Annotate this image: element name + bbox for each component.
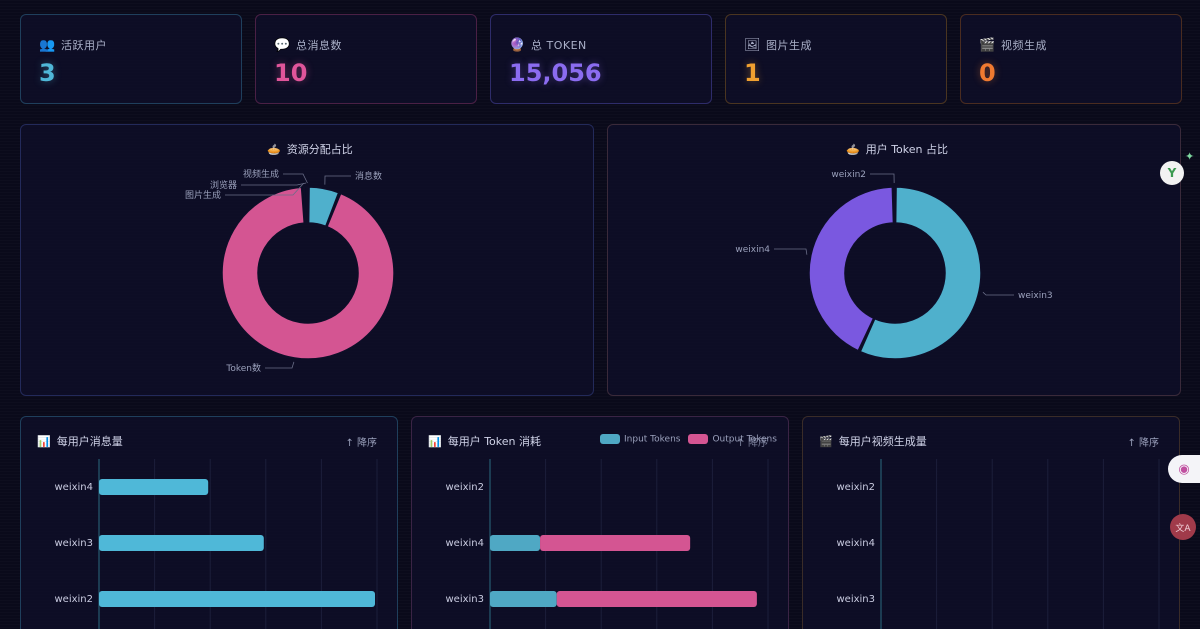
translate-icon: 文A (1175, 523, 1191, 534)
chart-legend: Input Tokens Output Tokens (600, 434, 777, 445)
category-label: weixin2 (54, 594, 93, 605)
slice-label: weixin3 (1018, 291, 1053, 301)
stat-value: 10 (274, 59, 308, 87)
assistant-icon: Y (1167, 166, 1177, 180)
label-leader-line (982, 291, 1014, 296)
category-label: weixin4 (54, 482, 93, 493)
pie-icon: 🥧 (846, 142, 860, 156)
panel-title: 📊 每用户 Token 消耗 (428, 433, 541, 449)
category-label: weixin4 (445, 538, 484, 549)
stat-value: 1 (744, 59, 761, 87)
brain-extension-button[interactable]: ◉ (1168, 455, 1200, 483)
pie-icon: 🥧 (267, 142, 281, 156)
slice-label: 浏览器 (210, 179, 237, 191)
donut-slice-weixin3[interactable] (859, 186, 982, 360)
bar[interactable] (99, 479, 209, 495)
category-label: weixin2 (836, 482, 875, 493)
stat-card-total-token: 🔮 总 TOKEN 15,056 (490, 14, 712, 104)
stat-label: 总消息数 (296, 39, 342, 52)
sort-desc-button[interactable]: ↑ 降序 (1127, 438, 1159, 449)
legend-item-output[interactable]: Output Tokens (688, 434, 777, 445)
bar-chart-icon: 📊 (428, 434, 442, 448)
panel-title: 🥧 用户 Token 占比 (846, 141, 948, 157)
bar-segment-input-tokens[interactable] (490, 591, 557, 607)
slice-label: weixin4 (735, 245, 770, 255)
crystal-ball-icon: 🔮 (509, 37, 526, 53)
label-leader-line (324, 175, 351, 185)
donut-slice-浏览器[interactable] (305, 186, 309, 224)
bar[interactable] (99, 535, 264, 551)
panel-title-text: 资源分配占比 (286, 143, 353, 156)
bar-segment-output-tokens[interactable] (540, 535, 691, 551)
slice-label: 视频生成 (243, 168, 279, 180)
bar[interactable] (99, 591, 375, 607)
image-icon: 🖼 (744, 37, 762, 53)
stat-label: 图片生成 (766, 39, 812, 52)
stat-value: 0 (979, 59, 996, 87)
category-label: weixin3 (836, 594, 875, 605)
panel-title-text: 每用户视频生成量 (838, 435, 927, 448)
panel-title-text: 每用户 Token 消耗 (447, 435, 541, 448)
users-icon: 👥 (39, 37, 56, 53)
resource-share-panel: 🥧 资源分配占比 消息数 Token数 图片生成 浏览器 视频生成 (20, 124, 594, 396)
bar-segment-input-tokens[interactable] (490, 535, 541, 551)
label-leader-line (774, 248, 808, 255)
bar-segment-output-tokens[interactable] (556, 591, 757, 607)
messages-bar-chart: weixin4 weixin3 weixin2 (54, 459, 378, 629)
panel-title-text: 每用户消息量 (56, 435, 123, 448)
slice-label: Token数 (225, 362, 261, 374)
label-leader-line (225, 182, 305, 196)
assistant-extension-button[interactable]: Y (1160, 161, 1184, 185)
category-label: weixin3 (445, 594, 484, 605)
legend-item-input[interactable]: Input Tokens (600, 434, 680, 445)
label-leader-line (283, 173, 308, 184)
panel-title: 🎬 每用户视频生成量 (819, 433, 927, 449)
user-token-donut-chart: weixin3 weixin4 weixin2 (735, 170, 1053, 360)
bar-chart-icon: 📊 (37, 434, 51, 448)
donut-slice-图片生成[interactable] (302, 186, 307, 224)
messages-per-user-panel: 📊 每用户消息量 ↑ 降序 weixin4 weixin3 weixin2 (20, 416, 398, 629)
stat-card-image-gen: 🖼 图片生成 1 (725, 14, 947, 104)
label-leader-line (265, 361, 295, 369)
tokens-per-user-panel: 📊 每用户 Token 消耗 Input Tokens Output Token… (411, 416, 789, 629)
sparkle-icon: ✦ (1185, 150, 1195, 163)
label-leader-line (870, 173, 895, 184)
user-token-share-panel: 🥧 用户 Token 占比 weixin3 weixin4 weixin2 (607, 124, 1181, 396)
slice-label: 图片生成 (185, 189, 221, 201)
sort-desc-button[interactable]: ↑ 降序 (736, 438, 768, 449)
panel-title-text: 用户 Token 占比 (865, 143, 948, 156)
category-label: weixin4 (836, 538, 875, 549)
category-label: weixin2 (445, 482, 484, 493)
label-leader-line (241, 182, 307, 186)
stat-label: 总 TOKEN (531, 39, 587, 52)
tokens-bar-chart: weixin2 weixin4 weixin3 (445, 459, 769, 629)
stat-card-video-gen: 🎬 视频生成 0 (960, 14, 1182, 104)
message-icon: 💬 (274, 37, 291, 53)
slice-label: 消息数 (355, 170, 382, 182)
sort-desc-button[interactable]: ↑ 降序 (345, 438, 377, 449)
stat-value: 15,056 (509, 59, 602, 87)
stat-value: 3 (39, 59, 56, 87)
clapper-icon: 🎬 (979, 37, 996, 53)
category-label: weixin3 (54, 538, 93, 549)
stat-label: 视频生成 (1001, 39, 1047, 52)
donut-slice-消息数[interactable] (307, 186, 340, 228)
stat-card-active-users: 👥 活跃用户 3 (20, 14, 242, 104)
videos-bar-chart: weixin2 weixin4 weixin3 (836, 459, 1160, 629)
translate-extension-button[interactable]: 文A (1170, 514, 1196, 540)
stat-label: 活跃用户 (61, 39, 107, 52)
panel-title: 📊 每用户消息量 (37, 433, 123, 449)
clapper-icon: 🎬 (819, 434, 833, 448)
videos-per-user-panel: 🎬 每用户视频生成量 ↑ 降序 weixin2 weixin4 weixin3 (802, 416, 1180, 629)
donut-slice-Token数[interactable] (221, 186, 395, 360)
stat-card-total-messages: 💬 总消息数 10 (255, 14, 477, 104)
slice-label: weixin2 (831, 170, 866, 180)
brain-icon: ◉ (1178, 461, 1190, 477)
panel-title: 🥧 资源分配占比 (267, 141, 353, 157)
donut-slice-weixin4[interactable] (808, 186, 895, 352)
